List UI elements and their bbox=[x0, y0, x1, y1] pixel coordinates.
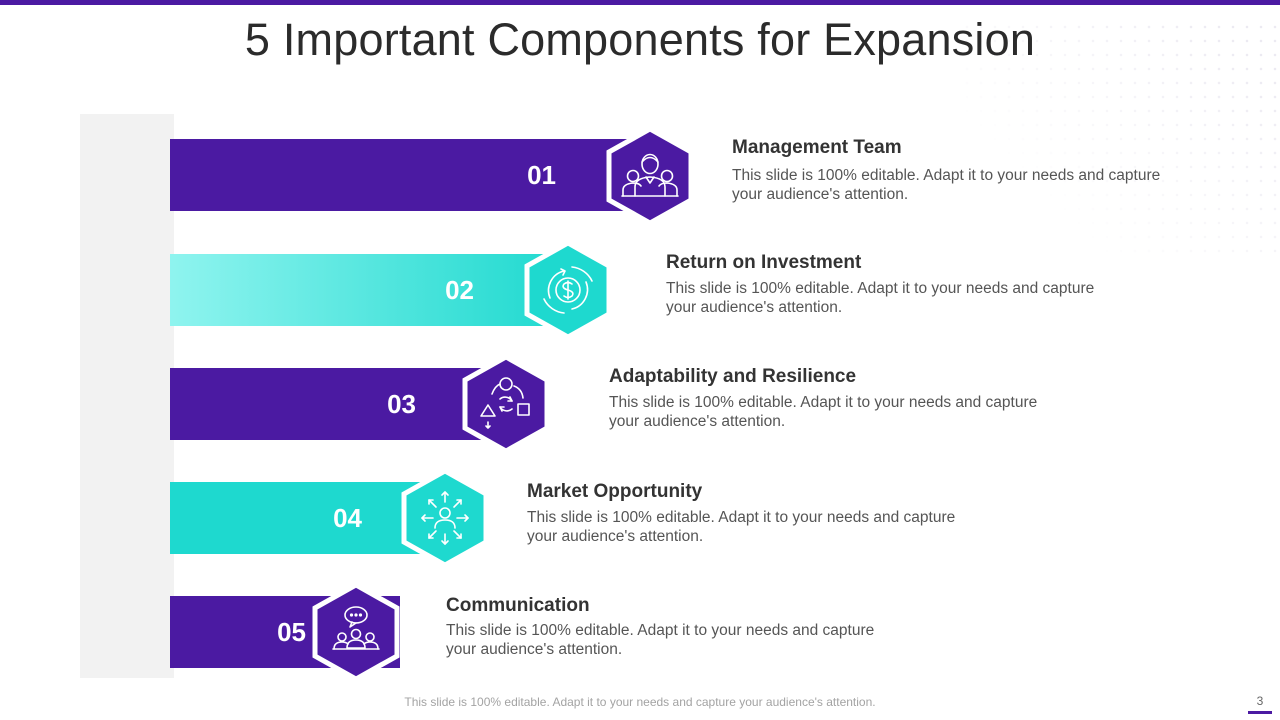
item-description: This slide is 100% editable. Adapt it to… bbox=[446, 622, 875, 658]
item-title: Market Opportunity bbox=[527, 481, 703, 502]
management-team-icon bbox=[602, 126, 698, 226]
step-bar-02: 02 bbox=[170, 254, 568, 326]
step-number: 05 bbox=[277, 616, 306, 647]
item-title: Communication bbox=[446, 595, 590, 616]
step-number: 02 bbox=[445, 274, 474, 305]
item-description: This slide is 100% editable. Adapt it to… bbox=[609, 394, 1038, 430]
group-chat-icon bbox=[308, 582, 404, 682]
step-number: 04 bbox=[333, 502, 362, 533]
step-number: 01 bbox=[527, 159, 556, 190]
item-description: This slide is 100% editable. Adapt it to… bbox=[732, 167, 1161, 203]
side-panel bbox=[80, 114, 174, 678]
item-title: Return on Investment bbox=[666, 252, 862, 273]
item-description: This slide is 100% editable. Adapt it to… bbox=[666, 280, 1095, 316]
item-title: Adaptability and Resilience bbox=[609, 366, 857, 387]
shapes-cycle-icon bbox=[458, 354, 554, 454]
person-arrows-icon bbox=[397, 468, 493, 568]
item-description: This slide is 100% editable. Adapt it to… bbox=[527, 509, 956, 545]
dollar-cycle-icon bbox=[520, 240, 616, 340]
step-bar-03: 03 bbox=[170, 368, 510, 440]
item-title: Management Team bbox=[732, 137, 902, 158]
dot-pattern-decoration bbox=[960, 20, 1280, 260]
step-number: 03 bbox=[387, 388, 416, 419]
top-accent-bar bbox=[0, 0, 1280, 5]
page-number: 3 bbox=[1256, 694, 1264, 708]
footer-note: This slide is 100% editable. Adapt it to… bbox=[404, 695, 876, 709]
slide-title: 5 Important Components for Expansion bbox=[244, 14, 1036, 65]
page-number-underline bbox=[1248, 711, 1272, 714]
step-bar-01: 01 bbox=[170, 139, 650, 211]
